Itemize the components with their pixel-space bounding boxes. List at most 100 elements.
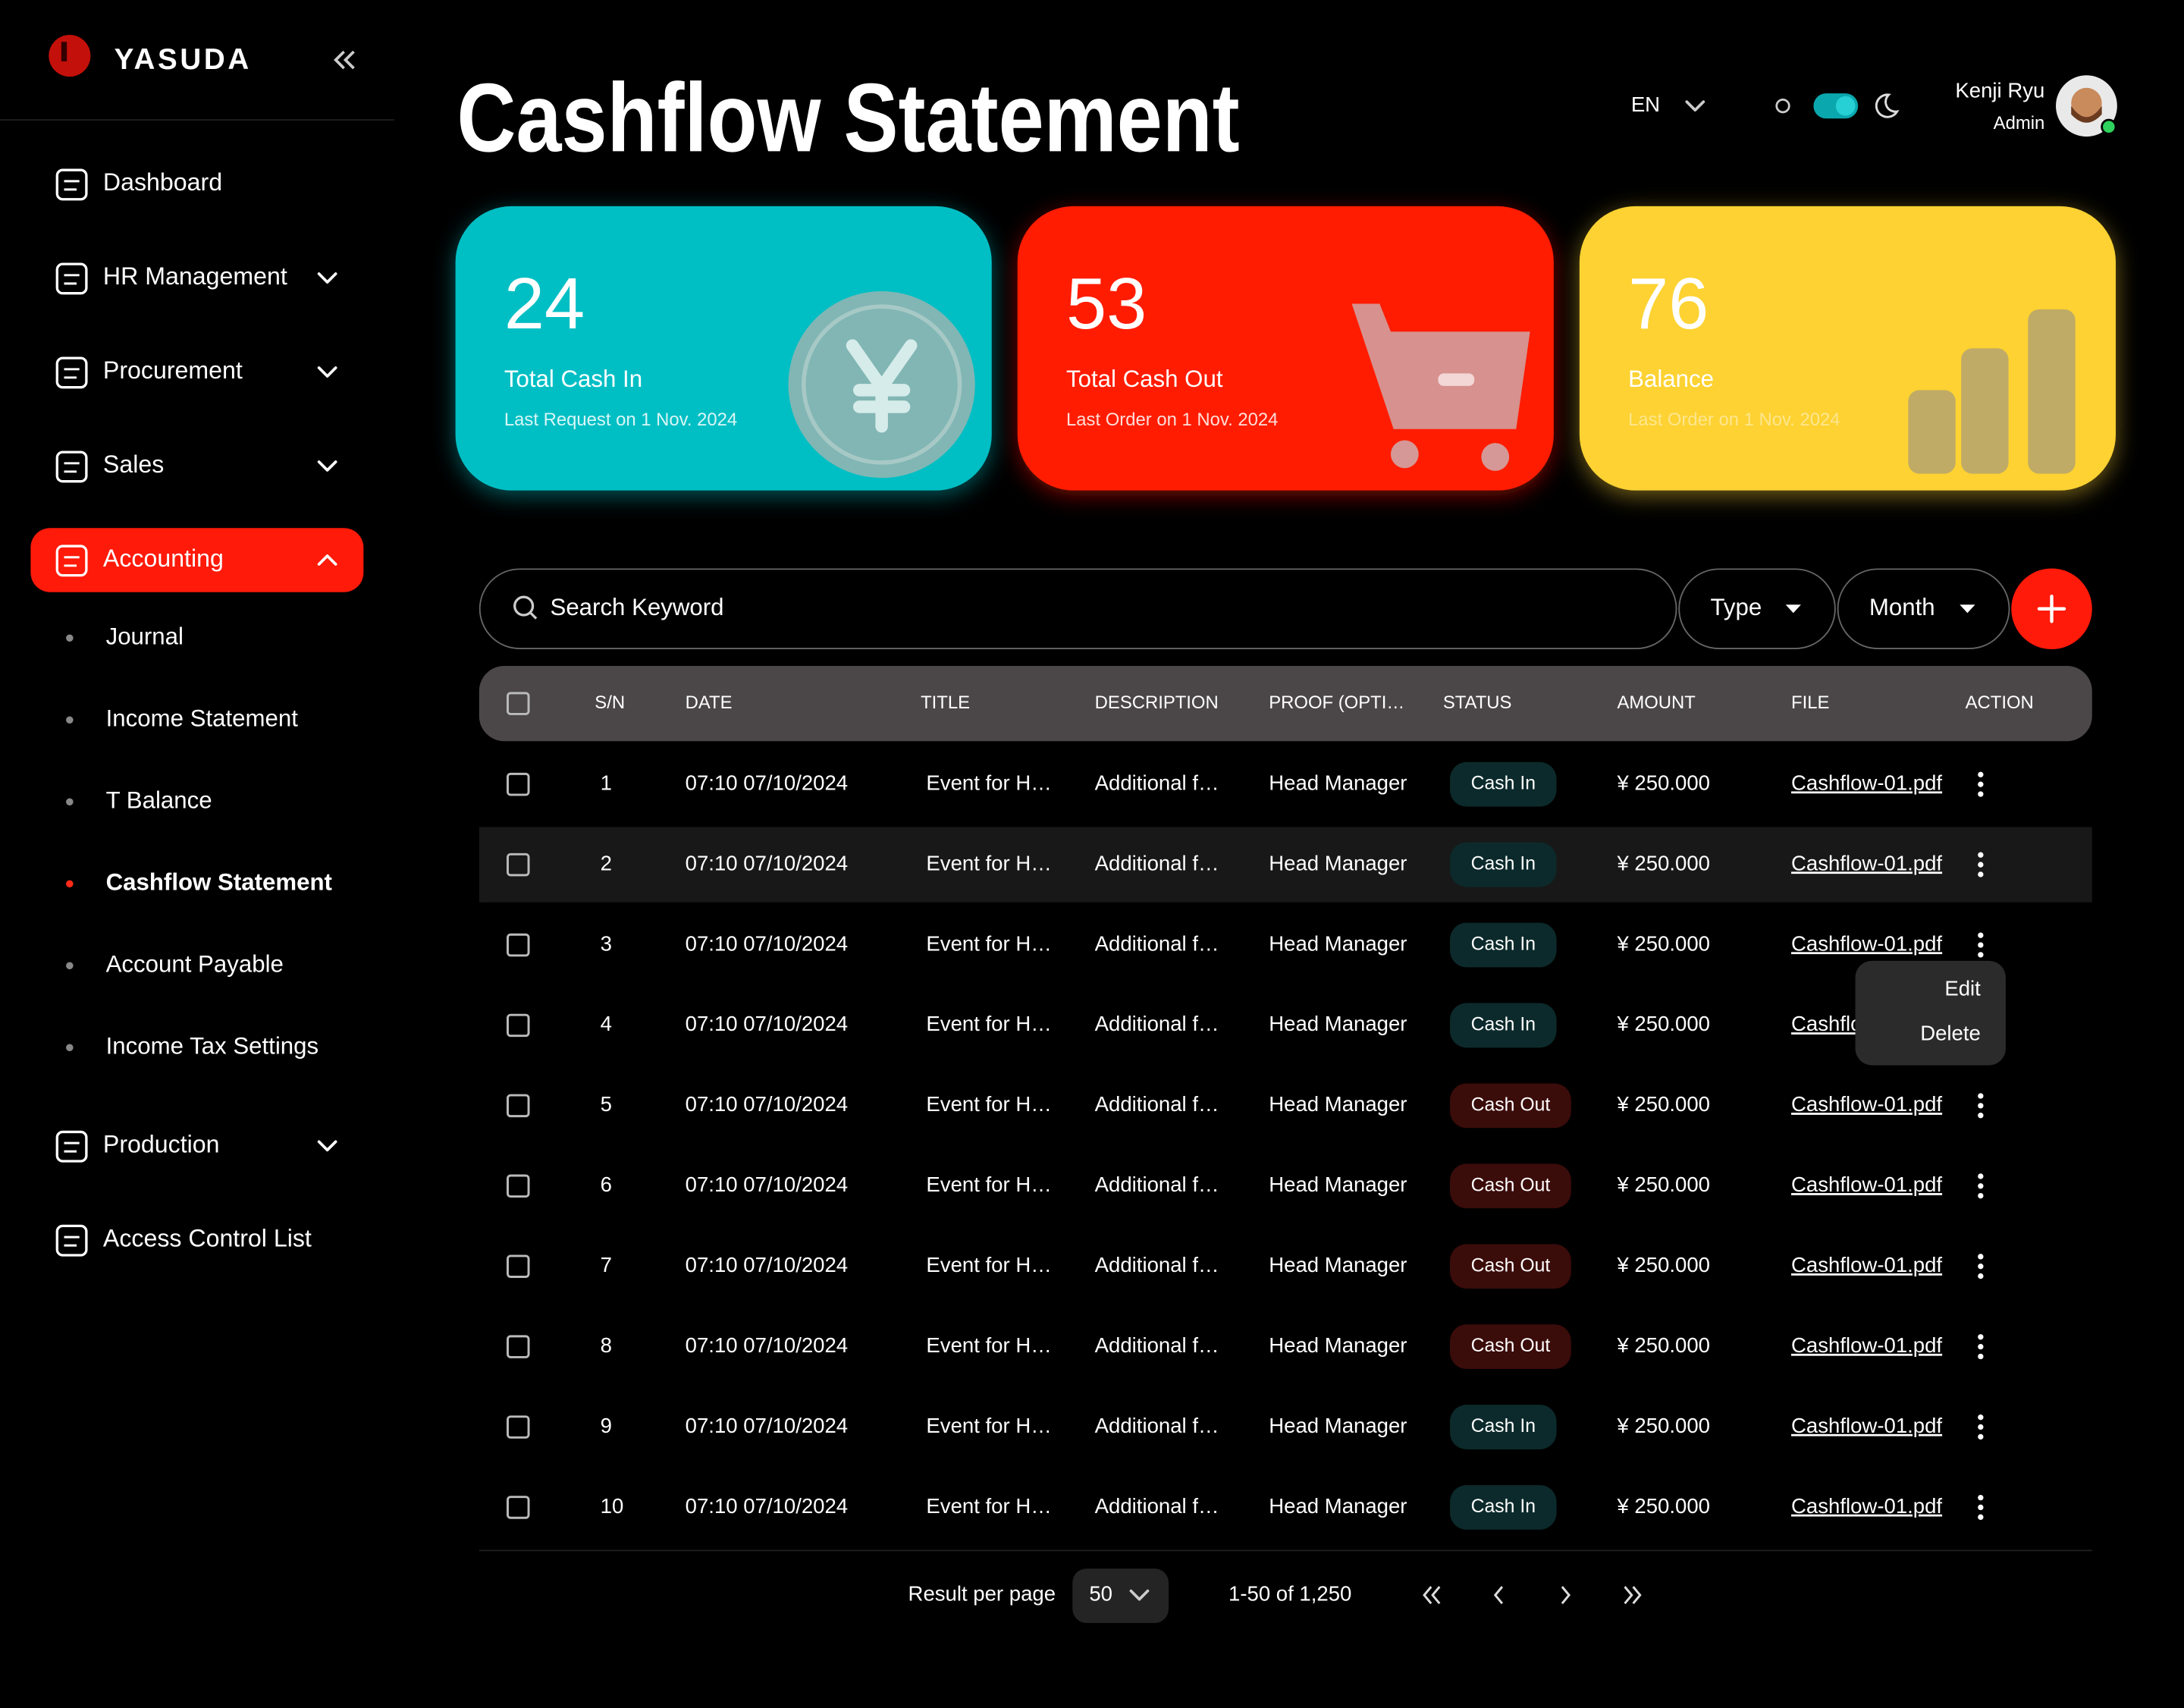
file-link[interactable]: Cashflow-01.pdf [1791,1092,1942,1116]
cell-text: 5 [601,1092,612,1116]
theme-toggle[interactable] [1775,93,1900,119]
page-nav-button[interactable] [1624,1586,1642,1605]
sub-nav-item[interactable]: Journal [66,623,184,650]
column-header: AMOUNT [1617,692,1696,713]
row-action[interactable] [1978,932,1984,958]
nav-item[interactable]: Accounting [30,528,364,592]
add-button[interactable] [2011,568,2092,649]
nav-icon [55,451,88,483]
cell-text: 07:10 07/10/2024 [686,1012,848,1035]
status-bg [1450,1003,1557,1048]
language-select[interactable]: EN [1631,93,1705,116]
cell-text: 8 [601,1333,612,1357]
language: EN [1631,93,1660,116]
status-badge: Cash In [1450,1003,1557,1048]
nav-item[interactable]: Dashboard [55,168,222,201]
filter-dropdown[interactable]: Month [1837,568,2010,649]
cell-text: Additional f… [1095,851,1219,874]
nav-item[interactable]: Procurement [55,356,337,389]
table-row[interactable]: 8 07:10 07/10/2024 Event for H… Additional … [507,1324,1942,1370]
cell-text: Event for H… [926,1092,1051,1116]
row-action[interactable] [1978,852,1984,878]
table-row[interactable]: 9 07:10 07/10/2024 Event for H… Additional … [507,1405,1942,1449]
bar-icon [2028,309,2076,474]
cart-wheel [1390,440,1419,469]
page-nav-button[interactable] [1493,1586,1504,1605]
page-nav-button[interactable] [1561,1586,1571,1605]
row-action[interactable] [1978,1173,1984,1199]
kebab-dot [1978,1514,1984,1521]
sub-nav-item[interactable]: Income Statement [66,705,298,732]
kebab-dot [1978,1494,1984,1501]
chevron-icon [1129,1589,1150,1601]
per-page-select[interactable]: 50 [1072,1568,1169,1623]
status-badge: Cash In [1450,922,1557,968]
nav-item[interactable]: Access Control List [55,1224,312,1257]
file-link[interactable]: Cashflow-01.pdf [1791,1494,1942,1518]
checkbox [507,1335,530,1358]
row-action[interactable] [1978,1414,1984,1440]
collapse-button[interactable] [334,50,355,70]
per-page-value: 50 [1089,1581,1112,1605]
page-nav-button[interactable] [1423,1586,1441,1605]
kebab-dot [1978,852,1984,858]
page-title: Cashflow Statement [457,64,1239,172]
table-row[interactable]: 2 07:10 07/10/2024 Event for H… Additional … [479,827,2092,903]
bar-icon [1908,390,1956,474]
status-badge: Cash In [1450,842,1557,887]
avatar-beard [2071,105,2102,123]
sub-nav-item[interactable]: Income Tax Settings [66,1033,318,1060]
table-row[interactable]: 3 07:10 07/10/2024 Event for H… Additional … [507,922,1942,968]
table-row[interactable]: 7 07:10 07/10/2024 Event for H… Additional … [507,1244,1942,1289]
page-arrow [1423,1586,1432,1605]
nav-item[interactable]: HR Management [55,262,337,295]
coin-rim [802,304,962,465]
file-link[interactable]: Cashflow-01.pdf [1791,1253,1942,1276]
file-link[interactable]: Cashflow-01.pdf [1791,851,1942,874]
table-row[interactable]: 6 07:10 07/10/2024 Event for H… Additional … [507,1163,1942,1209]
column-header: DATE [686,692,733,713]
sub-nav-label: Income Tax Settings [106,1033,319,1060]
cart-slot [1438,373,1475,386]
cell-text: 2 [601,851,612,874]
user-role: Admin [1994,113,2045,133]
file-link[interactable]: Cashflow-01.pdf [1791,1414,1942,1437]
summary-card: 76 Balance Last Order on 1 Nov. 2024 [1579,206,2116,491]
filter-dropdown[interactable]: Type [1678,568,1836,649]
search-input[interactable]: Search Keyword [479,568,1677,649]
file-link[interactable]: Cashflow-01.pdf [1791,931,1942,955]
table-row[interactable]: 10 07:10 07/10/2024 Event for H… Additional… [507,1485,1942,1530]
menu-item[interactable]: Delete [1920,1021,1981,1044]
file-link[interactable]: Cashflow-01.pdf [1791,771,1942,794]
nav-item[interactable]: Production [55,1130,337,1163]
card-value: 76 [1628,264,1709,344]
cell-text: 07:10 07/10/2024 [686,1092,848,1116]
sub-nav-item[interactable]: Cashflow Statement [66,869,333,896]
row-action[interactable] [1978,1254,1984,1279]
table-row[interactable]: 1 07:10 07/10/2024 Event for H… Additional … [507,761,1942,807]
table-row[interactable]: 5 07:10 07/10/2024 Event for H… Additional … [507,1083,1942,1129]
nav-item[interactable]: Sales [55,451,337,483]
cell-text: Event for H… [926,1494,1051,1518]
menu-item[interactable]: Edit [1944,977,1981,1000]
kebab-dot [1978,1173,1984,1179]
sub-nav-item[interactable]: Account Payable [66,951,284,978]
user-name: Kenji Ryu [1955,79,2044,102]
cell-text: Head Manager [1269,1494,1407,1518]
status-text: Cash In [1471,774,1536,794]
file-link[interactable]: Cashflow-01.pdf [1791,1333,1942,1357]
cell-text: ¥ 250.000 [1616,1012,1710,1035]
cell-text: 1 [601,771,612,794]
sun-icon [1775,99,1790,114]
row-action[interactable] [1978,1093,1984,1119]
row-action[interactable] [1978,1334,1984,1360]
card-value: 53 [1066,264,1147,344]
row-action[interactable] [1978,1494,1984,1521]
row-action[interactable] [1978,771,1984,797]
file-link[interactable]: Cashflow-01.pdf [1791,1173,1942,1196]
sub-nav-item[interactable]: T Balance [66,787,212,814]
user-menu[interactable]: Kenji Ryu Admin [1955,75,2117,137]
nav-label: Procurement [103,356,243,384]
kebab-dot [1978,1343,1984,1350]
